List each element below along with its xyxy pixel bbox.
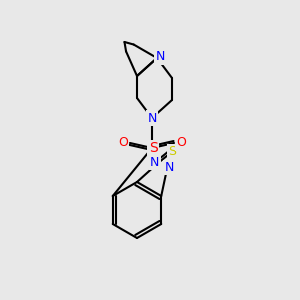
Text: O: O (176, 136, 186, 149)
Text: N: N (164, 161, 174, 174)
Text: S: S (148, 141, 158, 155)
Text: O: O (118, 136, 128, 149)
Text: N: N (147, 112, 157, 124)
Text: N: N (155, 50, 165, 64)
Text: N: N (150, 156, 160, 169)
Text: S: S (168, 145, 176, 158)
